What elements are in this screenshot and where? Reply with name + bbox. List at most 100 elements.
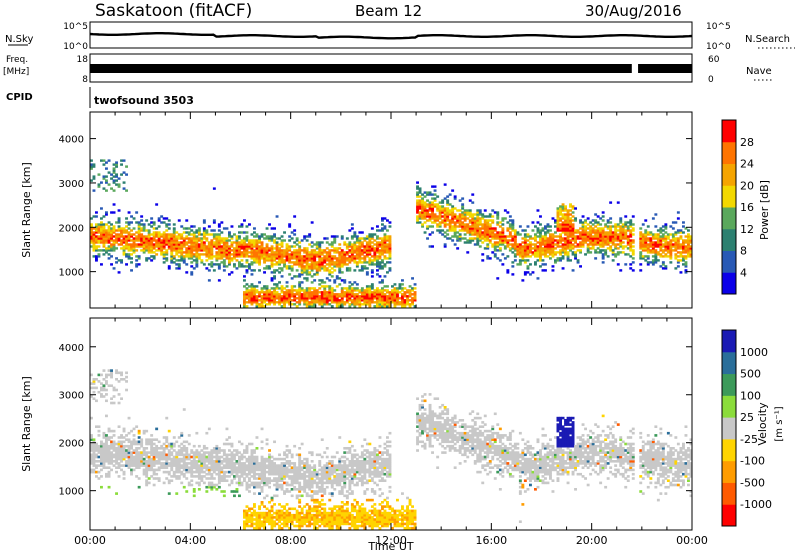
data-cell [293, 261, 297, 264]
data-cell [669, 225, 673, 228]
data-cell [313, 251, 317, 254]
data-cell [222, 470, 226, 474]
data-cell [202, 247, 206, 250]
data-cell [135, 259, 139, 262]
data-cell [170, 442, 174, 446]
data-cell [305, 251, 309, 254]
data-cell [651, 235, 655, 238]
data-cell [132, 243, 136, 246]
data-cell [659, 229, 663, 232]
data-cell [215, 237, 219, 240]
data-cell [353, 261, 357, 264]
data-cell [381, 247, 384, 250]
data-cell [248, 520, 251, 523]
data-cell [381, 243, 384, 246]
data-cell [273, 303, 276, 306]
data-cell [95, 386, 98, 390]
data-cell [551, 233, 555, 236]
data-cell [481, 241, 485, 244]
data-cell [541, 263, 545, 266]
data-cell [127, 464, 131, 467]
data-cell [202, 221, 206, 224]
data-cell [150, 447, 154, 450]
data-cell [428, 207, 432, 210]
data-cell [288, 299, 292, 302]
data-cell [320, 257, 324, 260]
data-cell [215, 453, 219, 457]
data-cell [599, 217, 603, 220]
data-cell [187, 470, 191, 474]
data-cell [546, 255, 550, 258]
data-cell [125, 453, 128, 457]
data-cell [130, 257, 133, 260]
data-cell [182, 259, 186, 262]
data-cell [228, 273, 231, 276]
data-cell [293, 241, 297, 244]
data-cell [461, 223, 465, 226]
data-cell [308, 253, 312, 256]
data-cell [388, 295, 392, 298]
data-cell [579, 219, 582, 222]
data-cell [684, 261, 688, 264]
data-cell [95, 235, 98, 238]
data-cell [328, 255, 332, 258]
data-cell [328, 287, 332, 290]
data-cell [245, 301, 249, 304]
data-cell [386, 299, 389, 302]
data-cell [661, 237, 665, 240]
data-cell [162, 247, 166, 250]
data-cell [155, 249, 159, 252]
data-cell [315, 297, 319, 300]
data-cell [280, 291, 284, 294]
data-cell [383, 257, 387, 260]
data-cell [270, 297, 274, 300]
data-cell [338, 305, 342, 308]
data-cell [416, 191, 419, 194]
data-cell [210, 472, 214, 476]
data-cell [135, 453, 139, 457]
data-cell [544, 251, 547, 254]
data-cell [200, 462, 204, 465]
data-cell [230, 444, 234, 448]
data-cell [350, 245, 354, 248]
data-cell [526, 243, 530, 246]
data-cell [122, 472, 126, 476]
data-cell [102, 460, 106, 463]
data-cell [418, 205, 422, 208]
data-cell [175, 237, 179, 240]
data-cell [97, 227, 101, 230]
data-cell [353, 281, 357, 284]
data-cell [222, 466, 226, 469]
data-cell [458, 219, 462, 222]
data-cell [102, 434, 106, 437]
data-cell [523, 245, 527, 248]
data-cell [248, 483, 251, 487]
data-cell [388, 241, 392, 244]
data-cell [313, 259, 317, 262]
data-cell [185, 227, 189, 230]
data-cell [453, 227, 457, 230]
data-cell [396, 287, 399, 290]
data-cell [105, 460, 108, 463]
data-cell [290, 267, 294, 270]
data-cell [523, 255, 527, 258]
data-cell [115, 233, 118, 236]
data-cell [671, 239, 675, 242]
data-cell [664, 265, 668, 268]
data-cell [498, 225, 502, 228]
data-cell [335, 285, 339, 288]
data-cell [654, 255, 658, 258]
data-cell [486, 231, 490, 234]
data-cell [594, 257, 598, 260]
data-cell [428, 213, 432, 216]
freq-label-line2: [MHz] [3, 67, 29, 77]
data-cell [152, 457, 156, 461]
data-cell [370, 301, 374, 304]
data-cell [581, 243, 585, 246]
data-cell [576, 235, 580, 238]
data-cell [303, 289, 307, 292]
data-cell [513, 259, 517, 262]
data-cell [248, 457, 251, 461]
data-cell [370, 271, 374, 274]
data-cell [115, 183, 118, 186]
